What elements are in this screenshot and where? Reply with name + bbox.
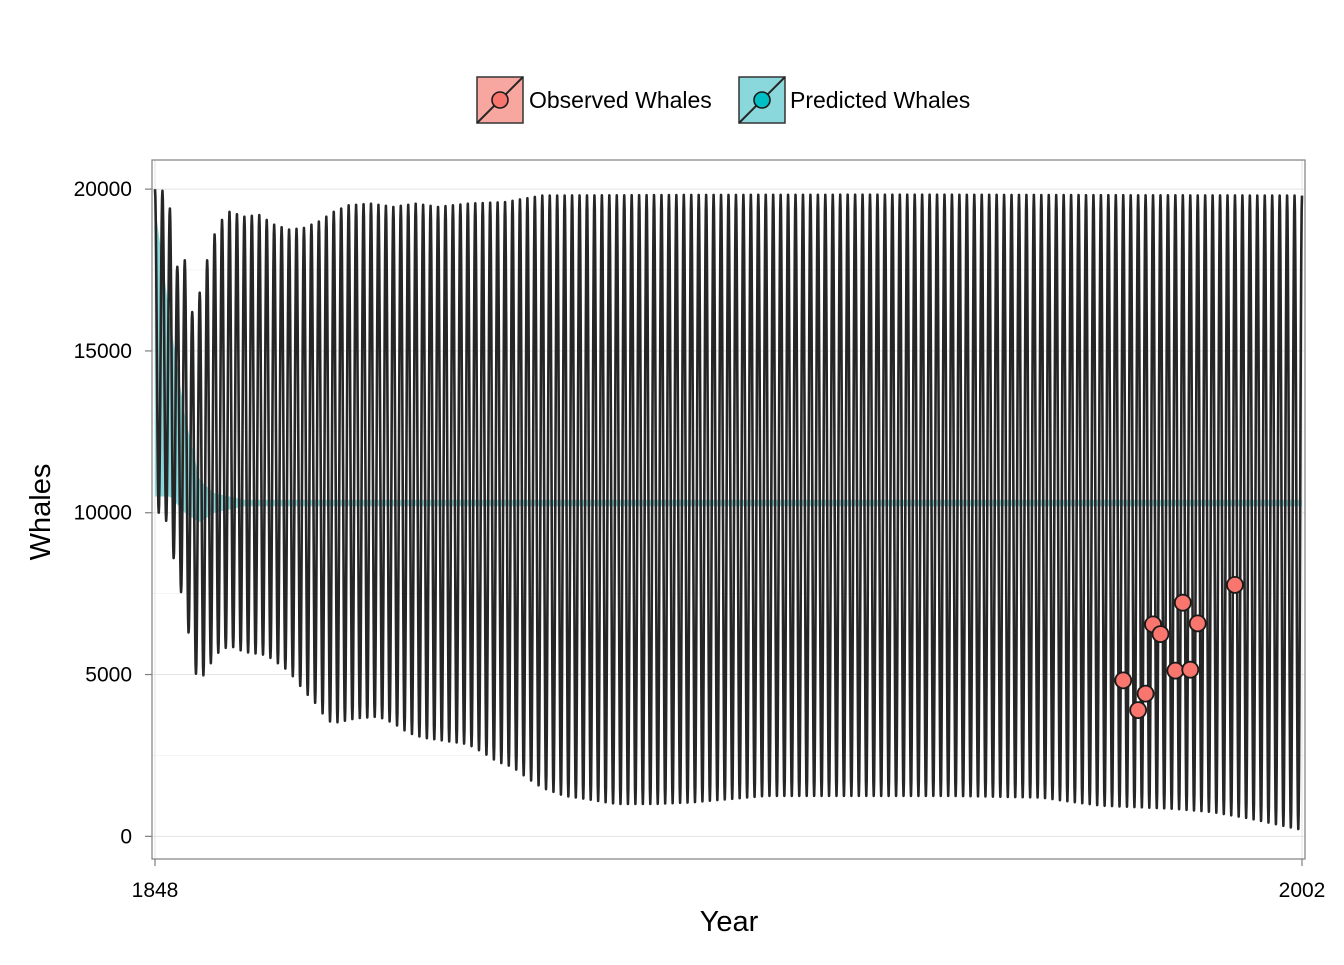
y-tick-label-10000: 10000: [74, 502, 132, 525]
axes-layer: 0 5000 10000 15000 20000 1848 2002: [74, 178, 1326, 902]
legend-key-predicted-point: [753, 91, 771, 109]
legend-item-predicted: Predicted Whales: [738, 76, 970, 124]
y-tick-label-20000: 20000: [74, 178, 132, 201]
observed-point-0: [1114, 671, 1133, 690]
y-tick-label-15000: 15000: [74, 340, 132, 363]
observed-point-2: [1136, 684, 1155, 703]
legend-label-observed: Observed Whales: [529, 87, 712, 113]
legend-label-predicted: Predicted Whales: [790, 87, 970, 113]
x-axis-title: Year: [700, 906, 759, 938]
observed-point-6: [1173, 593, 1192, 612]
observed-point-7: [1181, 660, 1200, 679]
x-tick-label-1848: 1848: [132, 879, 179, 902]
legend-key-observed-point: [491, 91, 509, 109]
observed-point-8: [1188, 614, 1207, 633]
observed-point-9: [1226, 576, 1244, 594]
y-axis-title: Whales: [25, 464, 57, 561]
observed-point-4: [1151, 625, 1170, 643]
y-tick-label-5000: 5000: [85, 664, 132, 687]
observed-point-5: [1166, 661, 1185, 680]
x-tick-label-2002: 2002: [1279, 879, 1326, 902]
legend-item-observed: Observed Whales: [476, 76, 712, 124]
series-layer: [153, 189, 1304, 831]
y-tick-label-0: 0: [120, 825, 132, 848]
legend: Observed Whales Predicted Whales: [476, 76, 970, 124]
observed-point-1: [1129, 701, 1148, 720]
predicted-line: [153, 189, 1304, 831]
panel-border: [151, 159, 1306, 860]
points-layer: [1114, 576, 1244, 720]
